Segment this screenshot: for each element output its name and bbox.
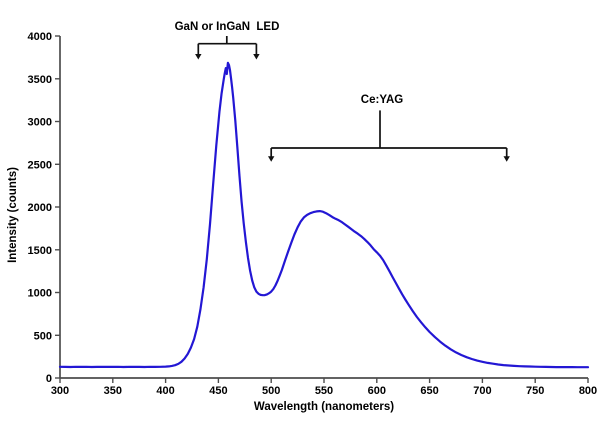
annotation-label-ceyag: Ce:YAG bbox=[360, 94, 404, 106]
x-tick-label: 550 bbox=[315, 385, 333, 397]
y-tick-label: 4000 bbox=[28, 31, 52, 43]
y-tick-label: 3500 bbox=[28, 74, 52, 86]
down-arrow-icon bbox=[253, 54, 260, 60]
spectrum-curve bbox=[58, 61, 590, 369]
x-tick-label: 600 bbox=[368, 385, 386, 397]
x-tick-label: 700 bbox=[473, 385, 491, 397]
y-tick-label: 1000 bbox=[28, 288, 52, 300]
x-tick-label: 500 bbox=[262, 385, 280, 397]
down-arrow-icon bbox=[268, 156, 275, 162]
x-tick-label: 450 bbox=[209, 385, 227, 397]
y-tick-label: 2500 bbox=[28, 159, 52, 171]
y-tick-label: 500 bbox=[34, 330, 52, 342]
x-tick-label: 350 bbox=[104, 385, 122, 397]
annotation-label-led: GaN or InGaN LED bbox=[174, 21, 280, 33]
y-tick-label: 1500 bbox=[28, 245, 52, 257]
down-arrow-icon bbox=[503, 156, 510, 162]
x-tick-label: 650 bbox=[420, 385, 438, 397]
y-tick-label: 3000 bbox=[28, 117, 52, 129]
x-tick-label: 300 bbox=[51, 385, 69, 397]
down-arrow-icon bbox=[195, 54, 202, 60]
y-axis-title: Intensity (counts) bbox=[7, 167, 19, 263]
y-tick-label: 2000 bbox=[28, 202, 52, 214]
x-axis-title: Wavelength (nanometers) bbox=[253, 401, 395, 413]
x-tick-label: 750 bbox=[526, 385, 544, 397]
x-tick-label: 400 bbox=[156, 385, 174, 397]
y-tick-label: 0 bbox=[46, 373, 52, 385]
x-tick-label: 800 bbox=[579, 385, 597, 397]
